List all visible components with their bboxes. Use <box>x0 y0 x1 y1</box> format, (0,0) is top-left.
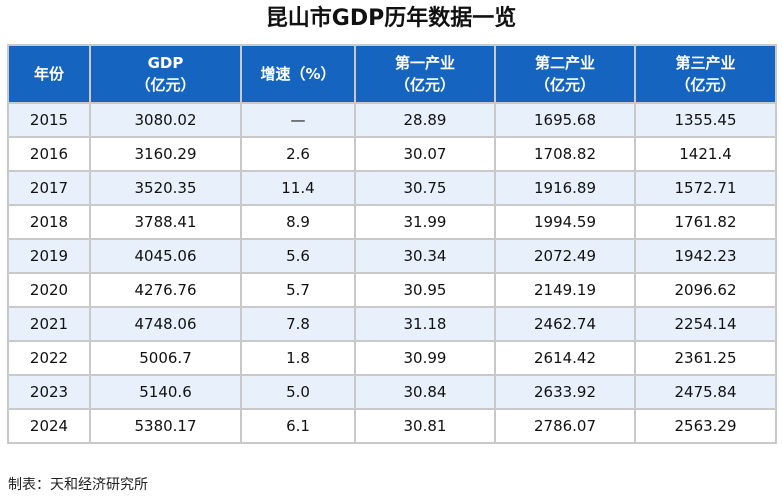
table-cell: 2018 <box>7 204 91 240</box>
table-cell: 5380.17 <box>89 408 242 444</box>
table-cell: 28.89 <box>354 102 496 138</box>
table-row: 2020 4276.76 5.7 30.95 2149.19 2096.62 <box>7 272 777 308</box>
column-header: 第三产业 （亿元） <box>634 44 777 104</box>
table-cell: 1.8 <box>240 340 356 376</box>
header-label: 年份 <box>33 65 64 83</box>
table-cell: 2614.42 <box>494 340 636 376</box>
column-header: 增速（%） <box>240 44 356 104</box>
table-cell: 1695.68 <box>494 102 636 138</box>
table-cell: 5006.7 <box>89 340 242 376</box>
header-label: 第一产业 <box>394 54 455 72</box>
table-cell: 2254.14 <box>634 306 777 342</box>
table-cell: 4748.06 <box>89 306 242 342</box>
table-cell: 30.99 <box>354 340 496 376</box>
page-title: 昆山市GDP历年数据一览 <box>265 6 517 31</box>
table-cell: 4045.06 <box>89 238 242 274</box>
table-cell: 2019 <box>7 238 91 274</box>
table-row: 2019 4045.06 5.6 30.34 2072.49 1942.23 <box>7 238 777 274</box>
table-cell: 1994.59 <box>494 204 636 240</box>
table-cell: 7.8 <box>240 306 356 342</box>
table-cell: 2475.84 <box>634 374 777 410</box>
table-cell: 2563.29 <box>634 408 777 444</box>
table-cell: 3788.41 <box>89 204 242 240</box>
header-label: 增速（%） <box>260 65 336 83</box>
table-cell: 2021 <box>7 306 91 342</box>
table-header-row: 年份 GDP （亿元） 增速（%） 第一产业 （亿元） 第二产业 （亿元） 第三产业 （亿元） <box>7 44 777 104</box>
table-cell: 2361.25 <box>634 340 777 376</box>
table-cell: 5.0 <box>240 374 356 410</box>
table-row: 2017 3520.35 11.4 30.75 1916.89 1572.71 <box>7 170 777 206</box>
table-cell: 31.18 <box>354 306 496 342</box>
table-cell: 30.84 <box>354 374 496 410</box>
table-cell: 2072.49 <box>494 238 636 274</box>
table-cell: 5140.6 <box>89 374 242 410</box>
table-cell: 30.81 <box>354 408 496 444</box>
table-row: 2018 3788.41 8.9 31.99 1994.59 1761.82 <box>7 204 777 240</box>
header-unit: （亿元） <box>534 76 595 94</box>
table-row: 2023 5140.6 5.0 30.84 2633.92 2475.84 <box>7 374 777 410</box>
table-row: 2016 3160.29 2.6 30.07 1708.82 1421.4 <box>7 136 777 172</box>
table-cell: 31.99 <box>354 204 496 240</box>
table-cell: 2016 <box>7 136 91 172</box>
header-unit: （亿元） <box>135 76 196 94</box>
table-cell: — <box>240 102 356 138</box>
table-row: 2021 4748.06 7.8 31.18 2462.74 2254.14 <box>7 306 777 342</box>
table-cell: 30.95 <box>354 272 496 308</box>
table-cell: 11.4 <box>240 170 356 206</box>
table-cell: 1708.82 <box>494 136 636 172</box>
table-cell: 3080.02 <box>89 102 242 138</box>
column-header: 第一产业 （亿元） <box>354 44 496 104</box>
table-cell: 1916.89 <box>494 170 636 206</box>
table-cell: 1572.71 <box>634 170 777 206</box>
table-cell: 2024 <box>7 408 91 444</box>
table-cell: 30.34 <box>354 238 496 274</box>
table-cell: 8.9 <box>240 204 356 240</box>
table-cell: 5.6 <box>240 238 356 274</box>
table-row: 2024 5380.17 6.1 30.81 2786.07 2563.29 <box>7 408 777 444</box>
table-cell: 1355.45 <box>634 102 777 138</box>
source-note: 制表：天和经济研究所 <box>8 477 148 493</box>
table-cell: 1942.23 <box>634 238 777 274</box>
table-cell: 30.75 <box>354 170 496 206</box>
table-cell: 3160.29 <box>89 136 242 172</box>
table-cell: 2020 <box>7 272 91 308</box>
table-row: 2022 5006.7 1.8 30.99 2614.42 2361.25 <box>7 340 777 376</box>
header-label: 第二产业 <box>534 54 595 72</box>
header-unit: （亿元） <box>675 76 736 94</box>
table-cell: 2096.62 <box>634 272 777 308</box>
header-label: GDP <box>147 54 184 72</box>
table-cell: 2023 <box>7 374 91 410</box>
table-cell: 30.07 <box>354 136 496 172</box>
table-cell: 1421.4 <box>634 136 777 172</box>
header-label: 第三产业 <box>675 54 736 72</box>
column-header: 年份 <box>7 44 91 104</box>
table-row: 2015 3080.02—28.89 1695.68 1355.45 <box>7 102 777 138</box>
table-cell: 2786.07 <box>494 408 636 444</box>
table-cell: 3520.35 <box>89 170 242 206</box>
table-cell: 5.7 <box>240 272 356 308</box>
table-cell: 2022 <box>7 340 91 376</box>
table-cell: 4276.76 <box>89 272 242 308</box>
column-header: GDP （亿元） <box>89 44 242 104</box>
table-cell: 2462.74 <box>494 306 636 342</box>
table-cell: 2017 <box>7 170 91 206</box>
table-cell: 6.1 <box>240 408 356 444</box>
table-cell: 1761.82 <box>634 204 777 240</box>
table-cell: 2633.92 <box>494 374 636 410</box>
table-cell: 2.6 <box>240 136 356 172</box>
gdp-table: 年份 GDP （亿元） 增速（%） 第一产业 （亿元） 第二产业 （亿元） 第三产业 （亿元） 2… <box>7 44 777 444</box>
table-cell: 2149.19 <box>494 272 636 308</box>
column-header: 第二产业 （亿元） <box>494 44 636 104</box>
header-unit: （亿元） <box>394 76 455 94</box>
table-cell: 2015 <box>7 102 91 138</box>
